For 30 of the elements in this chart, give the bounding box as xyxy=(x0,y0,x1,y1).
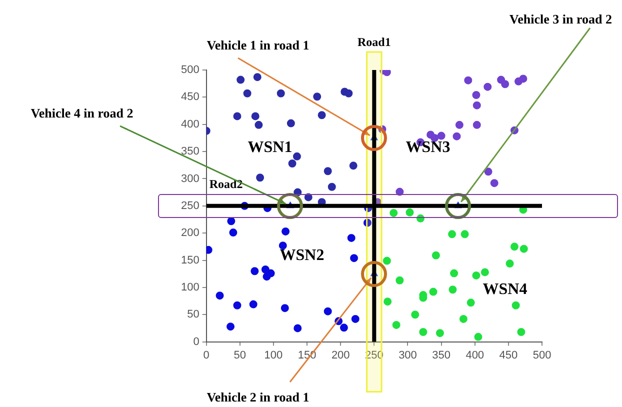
x-tick-label: 350 xyxy=(432,349,450,362)
ref-line-label: Road1 xyxy=(358,35,391,50)
x-tick-label: 100 xyxy=(264,349,283,362)
annotation: Vehicle 3 in road 2 xyxy=(509,11,612,26)
x-tick-label: 0 xyxy=(203,349,210,362)
annotation: WSN4 xyxy=(482,281,528,298)
y-tick-label: 350 xyxy=(180,146,200,158)
y-tick-label: 250 xyxy=(180,200,200,212)
x-tick-label: 450 xyxy=(499,349,518,362)
y-tick-label: 200 xyxy=(180,227,200,240)
x-tick-label: 300 xyxy=(398,349,417,362)
y-tick-label: 500 xyxy=(180,64,200,76)
y-tick-label: 450 xyxy=(180,91,200,104)
annotation: WSN1 xyxy=(248,139,292,156)
x-tick-label: 400 xyxy=(466,349,484,362)
y-tick-label: 100 xyxy=(180,281,200,294)
x-tick-label: 500 xyxy=(532,349,552,362)
x-tick-label: 200 xyxy=(331,349,350,362)
y-tick-label: 0 xyxy=(193,336,200,348)
y-tick-label: 50 xyxy=(187,308,200,321)
annotation: WSN2 xyxy=(280,247,324,264)
y-tick-label: 150 xyxy=(180,254,200,266)
y-tick-label: 300 xyxy=(180,172,200,185)
annotation: Vehicle 4 in road 2 xyxy=(30,105,134,120)
annotation: Vehicle 2 in road 1 xyxy=(206,389,310,404)
annotation: Vehicle 1 in road 1 xyxy=(206,37,310,52)
ref-line-label: Road2 xyxy=(209,176,243,191)
x-tick-label: 50 xyxy=(234,349,246,362)
y-tick-label: 400 xyxy=(180,118,200,130)
annotation: WSN3 xyxy=(406,139,450,156)
